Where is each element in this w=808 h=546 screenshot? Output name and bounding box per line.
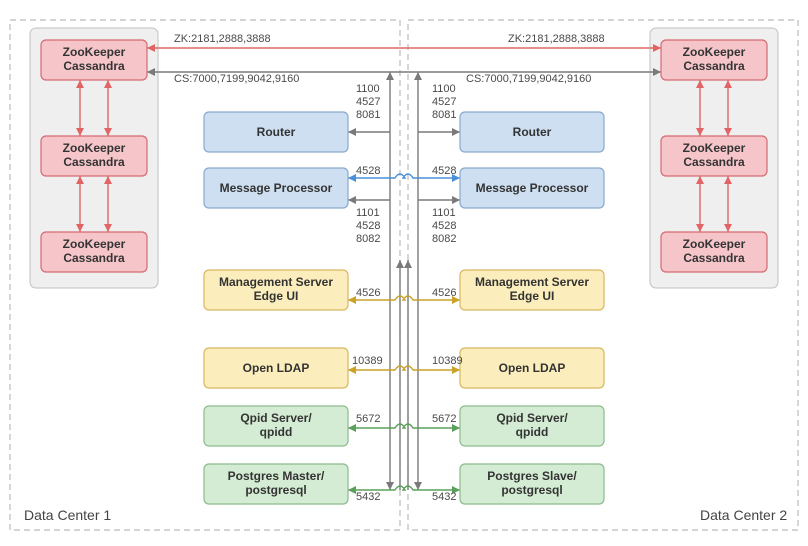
zk-label1-right-0: ZooKeeper xyxy=(683,45,746,59)
mgmt-server-l2-right: Edge UI xyxy=(510,289,555,303)
port-router-left-0: 1100 xyxy=(356,83,380,95)
zk-label2-left-0: Cassandra xyxy=(63,59,125,73)
open-ldap-l-right: Open LDAP xyxy=(499,361,566,375)
qpid-l2-right: qpidd xyxy=(516,425,549,439)
zk-label2-right-0: Cassandra xyxy=(683,59,745,73)
qpid-l1-right: Qpid Server/ xyxy=(496,411,568,425)
port-router-left-2: 8081 xyxy=(356,109,380,121)
zk-label1-left-2: ZooKeeper xyxy=(63,237,126,251)
zk-label1-right-2: ZooKeeper xyxy=(683,237,746,251)
port-zk-right: ZK:2181,2888,3888 xyxy=(508,33,605,45)
postgres-l1-right: Postgres Slave/ xyxy=(487,469,577,483)
zk-label2-left-2: Cassandra xyxy=(63,251,125,265)
port-mp-left: 4528 xyxy=(356,165,380,177)
datacenter-title-dc2: Data Center 2 xyxy=(700,507,787,523)
port-zk-left: ZK:2181,2888,3888 xyxy=(174,33,271,45)
port-mpd-right-2: 8082 xyxy=(432,233,456,245)
port-mgmt-left: 4526 xyxy=(356,287,380,299)
zk-label1-right-1: ZooKeeper xyxy=(683,141,746,155)
zk-label2-left-1: Cassandra xyxy=(63,155,125,169)
router-l-right: Router xyxy=(513,125,552,139)
zk-label2-right-2: Cassandra xyxy=(683,251,745,265)
port-mpd-left-0: 1101 xyxy=(356,207,380,219)
mgmt-server-l2-left: Edge UI xyxy=(254,289,299,303)
port-router-right-2: 8081 xyxy=(432,109,456,121)
datacenter-title-dc1: Data Center 1 xyxy=(24,507,111,523)
port-mpd-left-2: 8082 xyxy=(356,233,380,245)
mgmt-server-l1-right: Management Server xyxy=(475,275,589,289)
mgmt-server-l1-left: Management Server xyxy=(219,275,333,289)
zk-label1-left-0: ZooKeeper xyxy=(63,45,126,59)
qpid-l2-left: qpidd xyxy=(260,425,293,439)
port-ldap-right: 10389 xyxy=(432,355,463,367)
port-mpd-right-1: 4528 xyxy=(432,220,456,232)
port-mpd-right-0: 1101 xyxy=(432,207,456,219)
postgres-l1-left: Postgres Master/ xyxy=(228,469,325,483)
port-ldap-left: 10389 xyxy=(352,355,383,367)
router-l-left: Router xyxy=(257,125,296,139)
port-router-right-1: 4527 xyxy=(432,96,456,108)
port-cs-right: CS:7000,7199,9042,9160 xyxy=(466,73,591,85)
port-qpid-left: 5672 xyxy=(356,413,380,425)
postgres-l2-right: postgresql xyxy=(501,483,562,497)
qpid-l1-left: Qpid Server/ xyxy=(240,411,312,425)
zk-label1-left-1: ZooKeeper xyxy=(63,141,126,155)
message-processor-l-right: Message Processor xyxy=(476,181,589,195)
port-mpd-left-1: 4528 xyxy=(356,220,380,232)
port-pg-left: 5432 xyxy=(356,491,380,503)
open-ldap-l-left: Open LDAP xyxy=(243,361,310,375)
port-router-right-0: 1100 xyxy=(432,83,456,95)
port-router-left-1: 4527 xyxy=(356,96,380,108)
zk-label2-right-1: Cassandra xyxy=(683,155,745,169)
port-qpid-right: 5672 xyxy=(432,413,456,425)
port-cs-left: CS:7000,7199,9042,9160 xyxy=(174,73,299,85)
message-processor-l-left: Message Processor xyxy=(220,181,333,195)
port-pg-right: 5432 xyxy=(432,491,456,503)
port-mgmt-right: 4526 xyxy=(432,287,456,299)
port-mp-right: 4528 xyxy=(432,165,456,177)
postgres-l2-left: postgresql xyxy=(245,483,306,497)
